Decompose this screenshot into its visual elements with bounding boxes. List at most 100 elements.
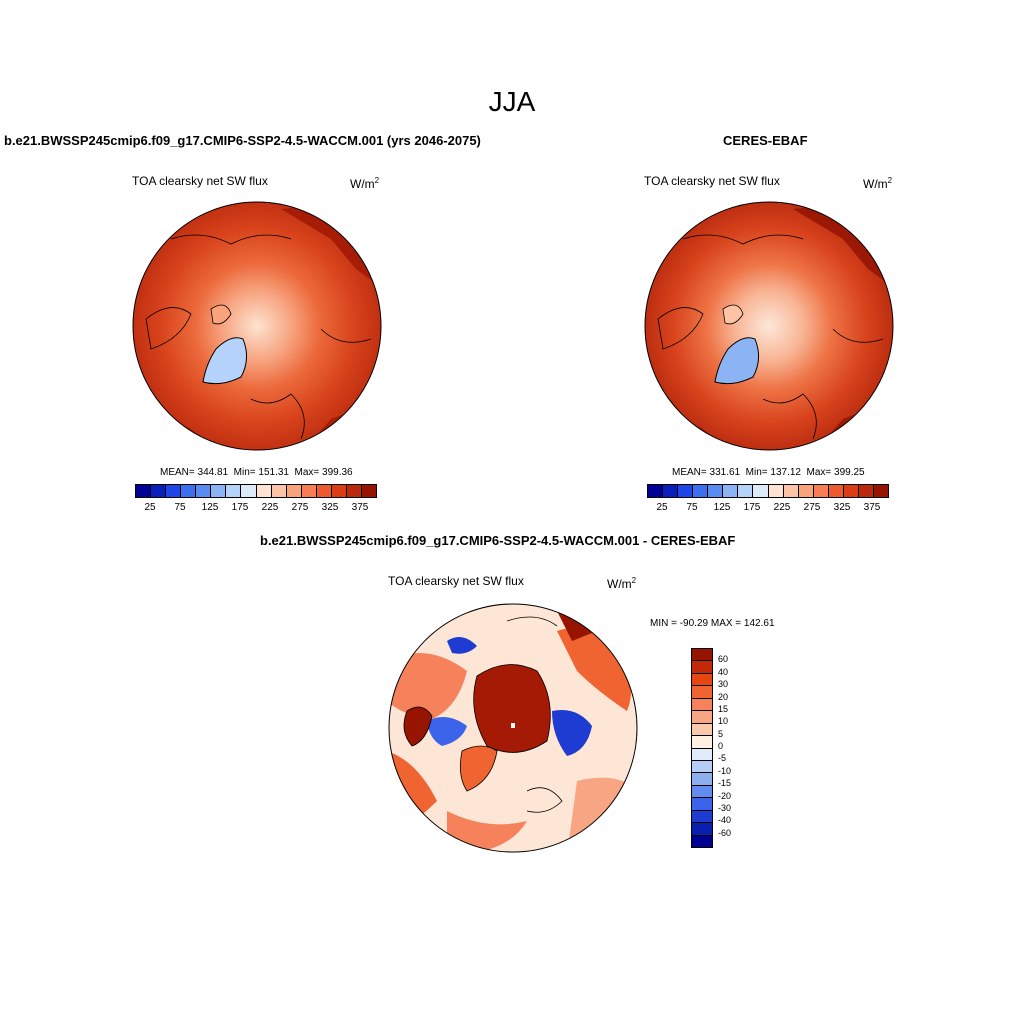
colorbar-swatch [753,485,769,497]
colorbar-label: 15 [718,703,729,714]
obs-stats: MEAN= 331.61 Min= 137.12 Max= 399.25 [672,467,865,478]
colorbar-tick-label: 175 [231,502,249,513]
colorbar-swatch [196,485,212,497]
colorbar-swatch [256,485,272,497]
colorbar-label: 40 [718,666,729,677]
colorbar-tick-label: 325 [321,502,339,513]
colorbar-swatch [136,485,152,497]
colorbar-swatch [692,723,712,737]
colorbar-label: 20 [718,691,729,702]
colorbar-tick-label: 75 [686,502,698,513]
diff-colorbar [691,648,713,848]
colorbar-tick-label: 175 [743,502,761,513]
colorbar-swatch [843,485,859,497]
colorbar-swatch [663,485,679,497]
diff-stats: MIN = -90.29 MAX = 142.61 [650,618,775,629]
colorbar-label: 5 [718,728,724,739]
model-variable-label: TOA clearsky net SW flux [132,174,268,188]
colorbar-swatch [678,485,694,497]
colorbar-swatch [692,823,712,836]
model-stats: MEAN= 344.81 Min= 151.31 Max= 399.36 [160,467,353,478]
colorbar-swatch [693,485,709,497]
colorbar-swatch [692,649,712,662]
colorbar-tick-label: 375 [351,502,369,513]
colorbar-swatch [692,785,712,799]
obs-units-label: W/m2 [863,176,893,191]
colorbar-swatch [316,485,332,497]
model-units-label: W/m2 [350,176,380,191]
colorbar-swatch [692,760,712,774]
colorbar-swatch [331,485,347,497]
model-polar-map [132,201,382,451]
colorbar-tick-label: 275 [291,502,309,513]
colorbar-swatch [692,673,712,687]
diff-variable-label: TOA clearsky net SW flux [388,574,524,588]
colorbar-swatch [241,485,257,497]
colorbar-swatch [226,485,242,497]
colorbar-label: -20 [718,790,732,801]
colorbar-tick-label: 375 [863,502,881,513]
colorbar-swatch [692,711,712,724]
colorbar-swatch [783,485,799,497]
colorbar-swatch [692,810,712,824]
colorbar-tick-label: 325 [833,502,851,513]
colorbar-label: -30 [718,802,732,813]
colorbar-swatch [692,773,712,786]
colorbar-swatch [301,485,317,497]
colorbar-swatch [166,485,182,497]
diff-units-label: W/m2 [607,576,637,591]
colorbar-tick-label: 25 [656,502,668,513]
colorbar-tick-label: 275 [803,502,821,513]
colorbar-swatch [286,485,302,497]
colorbar-swatch [692,661,712,674]
colorbar-swatch [692,736,712,749]
colorbar-label: -15 [718,778,732,789]
colorbar-label: 60 [718,654,729,665]
diff-polar-map [388,603,638,853]
colorbar-label: -60 [718,827,732,838]
colorbar-swatch [798,485,814,497]
colorbar-tick-label: 75 [174,502,186,513]
colorbar-swatch [361,485,376,497]
model-panel-title: b.e21.BWSSP245cmip6.f09_g17.CMIP6-SSP2-4… [4,133,481,148]
colorbar-swatch [692,748,712,761]
colorbar-tick-label: 225 [261,502,279,513]
colorbar-swatch [181,485,197,497]
colorbar-swatch [738,485,754,497]
colorbar-swatch [151,485,167,497]
colorbar-swatch [708,485,724,497]
colorbar-swatch [648,485,664,497]
colorbar-tick-label: 125 [201,502,219,513]
colorbar-label: -5 [718,753,727,764]
colorbar-swatch [346,485,362,497]
colorbar-swatch [692,698,712,712]
diff-colorbar-labels: 60 40 30 20 15 10 5 0 -5 -10 -15 -20 -30 -40 -60 [718,648,758,846]
colorbar-swatch [813,485,829,497]
obs-panel-title: CERES-EBAF [723,133,808,148]
colorbar-swatch [271,485,287,497]
colorbar-label: 30 [718,679,729,690]
colorbar-tick-label: 25 [144,502,156,513]
colorbar-tick-label: 225 [773,502,791,513]
colorbar-swatch [858,485,874,497]
obs-variable-label: TOA clearsky net SW flux [644,174,780,188]
diff-panel-title: b.e21.BWSSP245cmip6.f09_g17.CMIP6-SSP2-4… [260,533,736,548]
figure-title: JJA [488,86,536,117]
colorbar-label: -40 [718,815,732,826]
colorbar-label: -10 [718,765,732,776]
obs-colorbar-ticks: 25 75 125 175 225 275 325 375 [647,502,887,513]
colorbar-swatch [873,485,888,497]
colorbar-swatch [828,485,844,497]
colorbar-swatch [768,485,784,497]
colorbar-swatch [723,485,739,497]
colorbar-label: 0 [718,741,724,751]
colorbar-tick-label: 125 [713,502,731,513]
colorbar-swatch [692,686,712,699]
model-colorbar [135,484,377,498]
colorbar-swatch [692,798,712,811]
model-colorbar-ticks: 25 75 125 175 225 275 325 375 [135,502,375,513]
obs-polar-map [644,201,894,451]
colorbar-label: 10 [718,716,729,727]
colorbar-swatch [211,485,227,497]
obs-colorbar [647,484,889,498]
